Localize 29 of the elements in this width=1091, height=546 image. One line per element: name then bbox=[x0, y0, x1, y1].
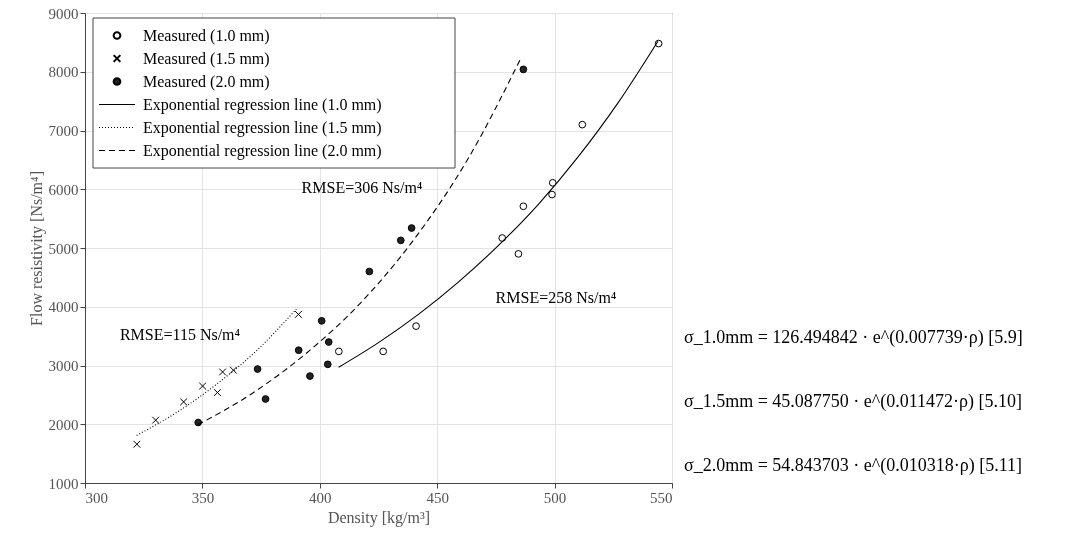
y-tick-label: 9000 bbox=[48, 5, 79, 22]
x-tick-label: 500 bbox=[543, 489, 567, 506]
legend-label: Exponential regression line (2.0 mm) bbox=[143, 141, 382, 160]
x-tick-label: 450 bbox=[426, 489, 449, 506]
y-axis-title: Flow resistivity [Ns/m⁴] bbox=[27, 171, 46, 326]
legend-label: Exponential regression line (1.0 mm) bbox=[143, 95, 382, 114]
text: σ_2.0mm = 54.843703 · e^(0.010318·ρ) [5.11] bbox=[684, 455, 1023, 476]
legend-label: Measured (1.5 mm) bbox=[143, 49, 270, 68]
y-tick-label: 5000 bbox=[48, 240, 79, 257]
annotation: RMSE=258 Ns/m⁴ bbox=[495, 289, 617, 306]
y-tick-label: 7000 bbox=[48, 123, 79, 139]
x-tick-label: 300 bbox=[85, 489, 108, 506]
legend-label: Measured (2.0 mm) bbox=[143, 72, 270, 91]
y-tick-label: 4000 bbox=[48, 299, 79, 316]
y-tick-label: 1000 bbox=[48, 475, 79, 492]
annotation: RMSE=115 Ns/m⁴ bbox=[119, 326, 241, 343]
legend-label: Exponential regression line (1.5 mm) bbox=[143, 118, 382, 137]
x-tick-label: 550 bbox=[650, 489, 673, 506]
y-tick-label: 8000 bbox=[48, 64, 79, 81]
y-tick-label: 2000 bbox=[48, 416, 79, 433]
y-tick-label: 3000 bbox=[48, 358, 79, 374]
legend-label: Measured (1.0 mm) bbox=[143, 26, 270, 45]
x-tick-label: 400 bbox=[309, 489, 332, 506]
y-tick-label: 6000 bbox=[48, 181, 79, 198]
text: σ_1.0mm = 126.494842 · e^(0.007739·ρ) [5.9] bbox=[684, 327, 1023, 348]
x-axis-title: Density [kg/m³] bbox=[327, 508, 431, 527]
annotation: RMSE=306 Ns/m⁴ bbox=[301, 179, 423, 196]
text: σ_1.5mm = 45.087750 · e^(0.011472·ρ) [5.10] bbox=[684, 391, 1023, 412]
x-tick-label: 350 bbox=[191, 489, 215, 506]
